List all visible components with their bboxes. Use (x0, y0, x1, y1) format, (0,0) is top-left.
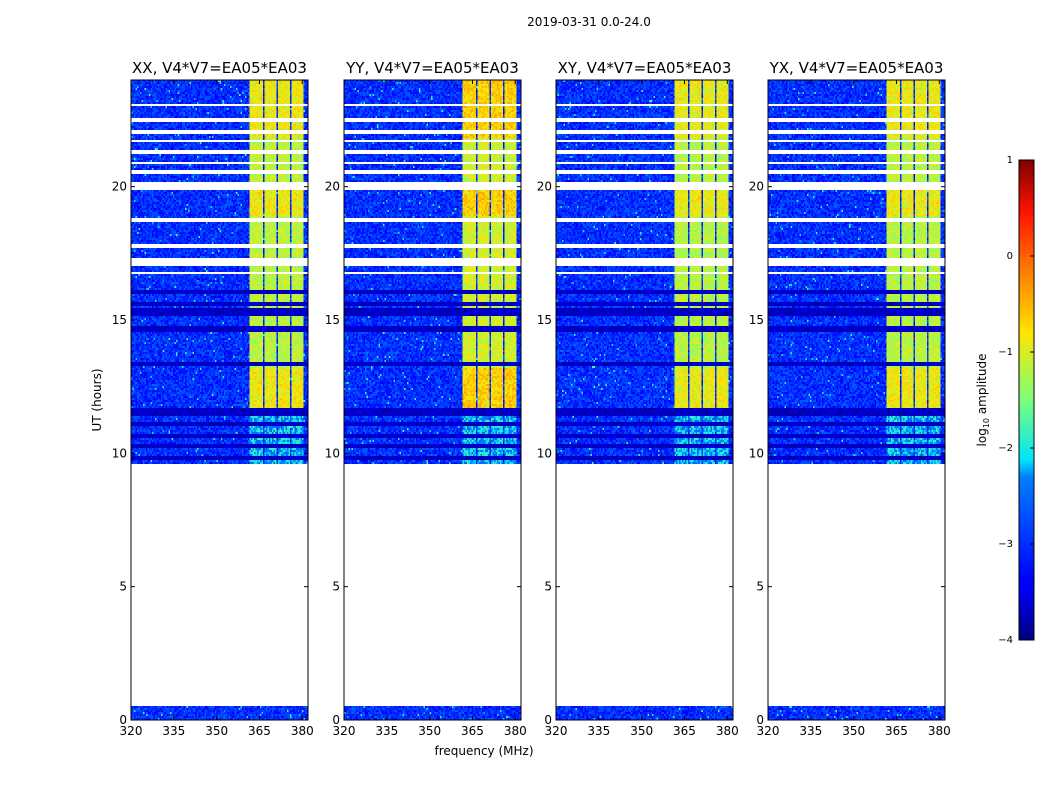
x-tick-label: 380 (291, 724, 314, 738)
colorbar-label-subscript: 10 (982, 418, 991, 428)
panel-4-spectrogram (768, 80, 945, 720)
y-tick-label: 5 (332, 580, 340, 594)
panel-2-title: YY, V4*V7=EA05*EA03 (345, 59, 519, 77)
x-tick-label: 320 (757, 724, 780, 738)
colorbar-tick-label: 1 (1007, 155, 1013, 166)
x-axis-label: frequency (MHz) (434, 744, 533, 758)
panel-2: YY, V4*V7=EA05*EA03 320 335 350 365 380 0 5 10 15… (325, 59, 527, 738)
x-tick-label: 335 (799, 724, 822, 738)
y-tick-label: 10 (537, 446, 552, 460)
y-tick-label: 10 (749, 446, 764, 460)
colorbar-gradient (1018, 159, 1035, 641)
panel-4: YX, V4*V7=EA05*EA03 320 335 350 365 380 0 5 10 15… (749, 59, 951, 738)
x-tick-label: 365 (673, 724, 696, 738)
y-axis-label: UT (hours) (90, 368, 104, 431)
panel-1-spectrogram (131, 80, 308, 720)
x-tick-label: 335 (375, 724, 398, 738)
y-tick-label: 5 (119, 580, 127, 594)
y-tick-label: 15 (325, 313, 340, 327)
x-tick-label: 380 (716, 724, 739, 738)
x-tick-label: 320 (545, 724, 568, 738)
x-tick-label: 320 (120, 724, 143, 738)
y-tick-label: 20 (749, 180, 764, 194)
y-tick-label: 5 (756, 580, 764, 594)
x-tick-label: 380 (928, 724, 951, 738)
y-tick-label: 15 (112, 313, 127, 327)
x-tick-label: 350 (630, 724, 653, 738)
panel-3: XY, V4*V7=EA05*EA03 320 335 350 365 380 0 5 10 15… (537, 59, 739, 738)
y-tick-label: 0 (332, 713, 340, 727)
colorbar-label: log10 amplitude (975, 354, 991, 447)
x-tick-label: 380 (504, 724, 527, 738)
colorbar-tick-label: −1 (998, 347, 1013, 358)
x-tick-label: 350 (418, 724, 441, 738)
panel-1-title: XX, V4*V7=EA05*EA03 (132, 59, 307, 77)
colorbar-tick-label: −3 (998, 539, 1013, 550)
y-tick-label: 10 (112, 446, 127, 460)
panel-4-title: YX, V4*V7=EA05*EA03 (769, 59, 944, 77)
figure-title: 2019-03-31 0.0-24.0 (527, 15, 651, 29)
y-tick-label: 0 (756, 713, 764, 727)
panel-3-title: XY, V4*V7=EA05*EA03 (558, 59, 732, 77)
colorbar-label-main: log (975, 428, 989, 446)
y-tick-label: 20 (537, 180, 552, 194)
x-tick-label: 335 (587, 724, 610, 738)
colorbar-tick-label: −4 (998, 635, 1013, 646)
x-tick-label: 365 (248, 724, 271, 738)
y-tick-label: 20 (325, 180, 340, 194)
x-tick-label: 350 (205, 724, 228, 738)
y-tick-label: 15 (537, 313, 552, 327)
y-tick-label: 20 (112, 180, 127, 194)
colorbar-label-rest: amplitude (975, 354, 989, 418)
panel-3-frame (555, 79, 734, 721)
y-tick-label: 5 (544, 580, 552, 594)
panel-1-frame (130, 79, 309, 721)
x-tick-label: 365 (461, 724, 484, 738)
panel-3-spectrogram (556, 80, 733, 720)
y-tick-label: 15 (749, 313, 764, 327)
x-tick-label: 335 (162, 724, 185, 738)
y-tick-label: 10 (325, 446, 340, 460)
panels: XX, V4*V7=EA05*EA03 320 335 350 365 380 0 5 10 15… (112, 59, 951, 738)
panel-2-frame (343, 79, 522, 721)
panel-4-frame (767, 79, 946, 721)
panel-1: XX, V4*V7=EA05*EA03 320 335 350 365 380 0 5 10 15… (112, 59, 314, 738)
y-tick-label: 0 (544, 713, 552, 727)
colorbar: 10−1−2−3−4 log10 amplitude (975, 155, 1035, 646)
colorbar-tick-label: −2 (998, 443, 1013, 454)
x-tick-label: 320 (333, 724, 356, 738)
x-tick-label: 350 (842, 724, 865, 738)
y-tick-label: 0 (119, 713, 127, 727)
colorbar-tick-label: 0 (1007, 251, 1013, 262)
x-tick-label: 365 (885, 724, 908, 738)
colorbar-ticks: 1 0 −1 −2 −3 −4 (998, 155, 1034, 646)
panel-2-spectrogram (344, 80, 521, 720)
